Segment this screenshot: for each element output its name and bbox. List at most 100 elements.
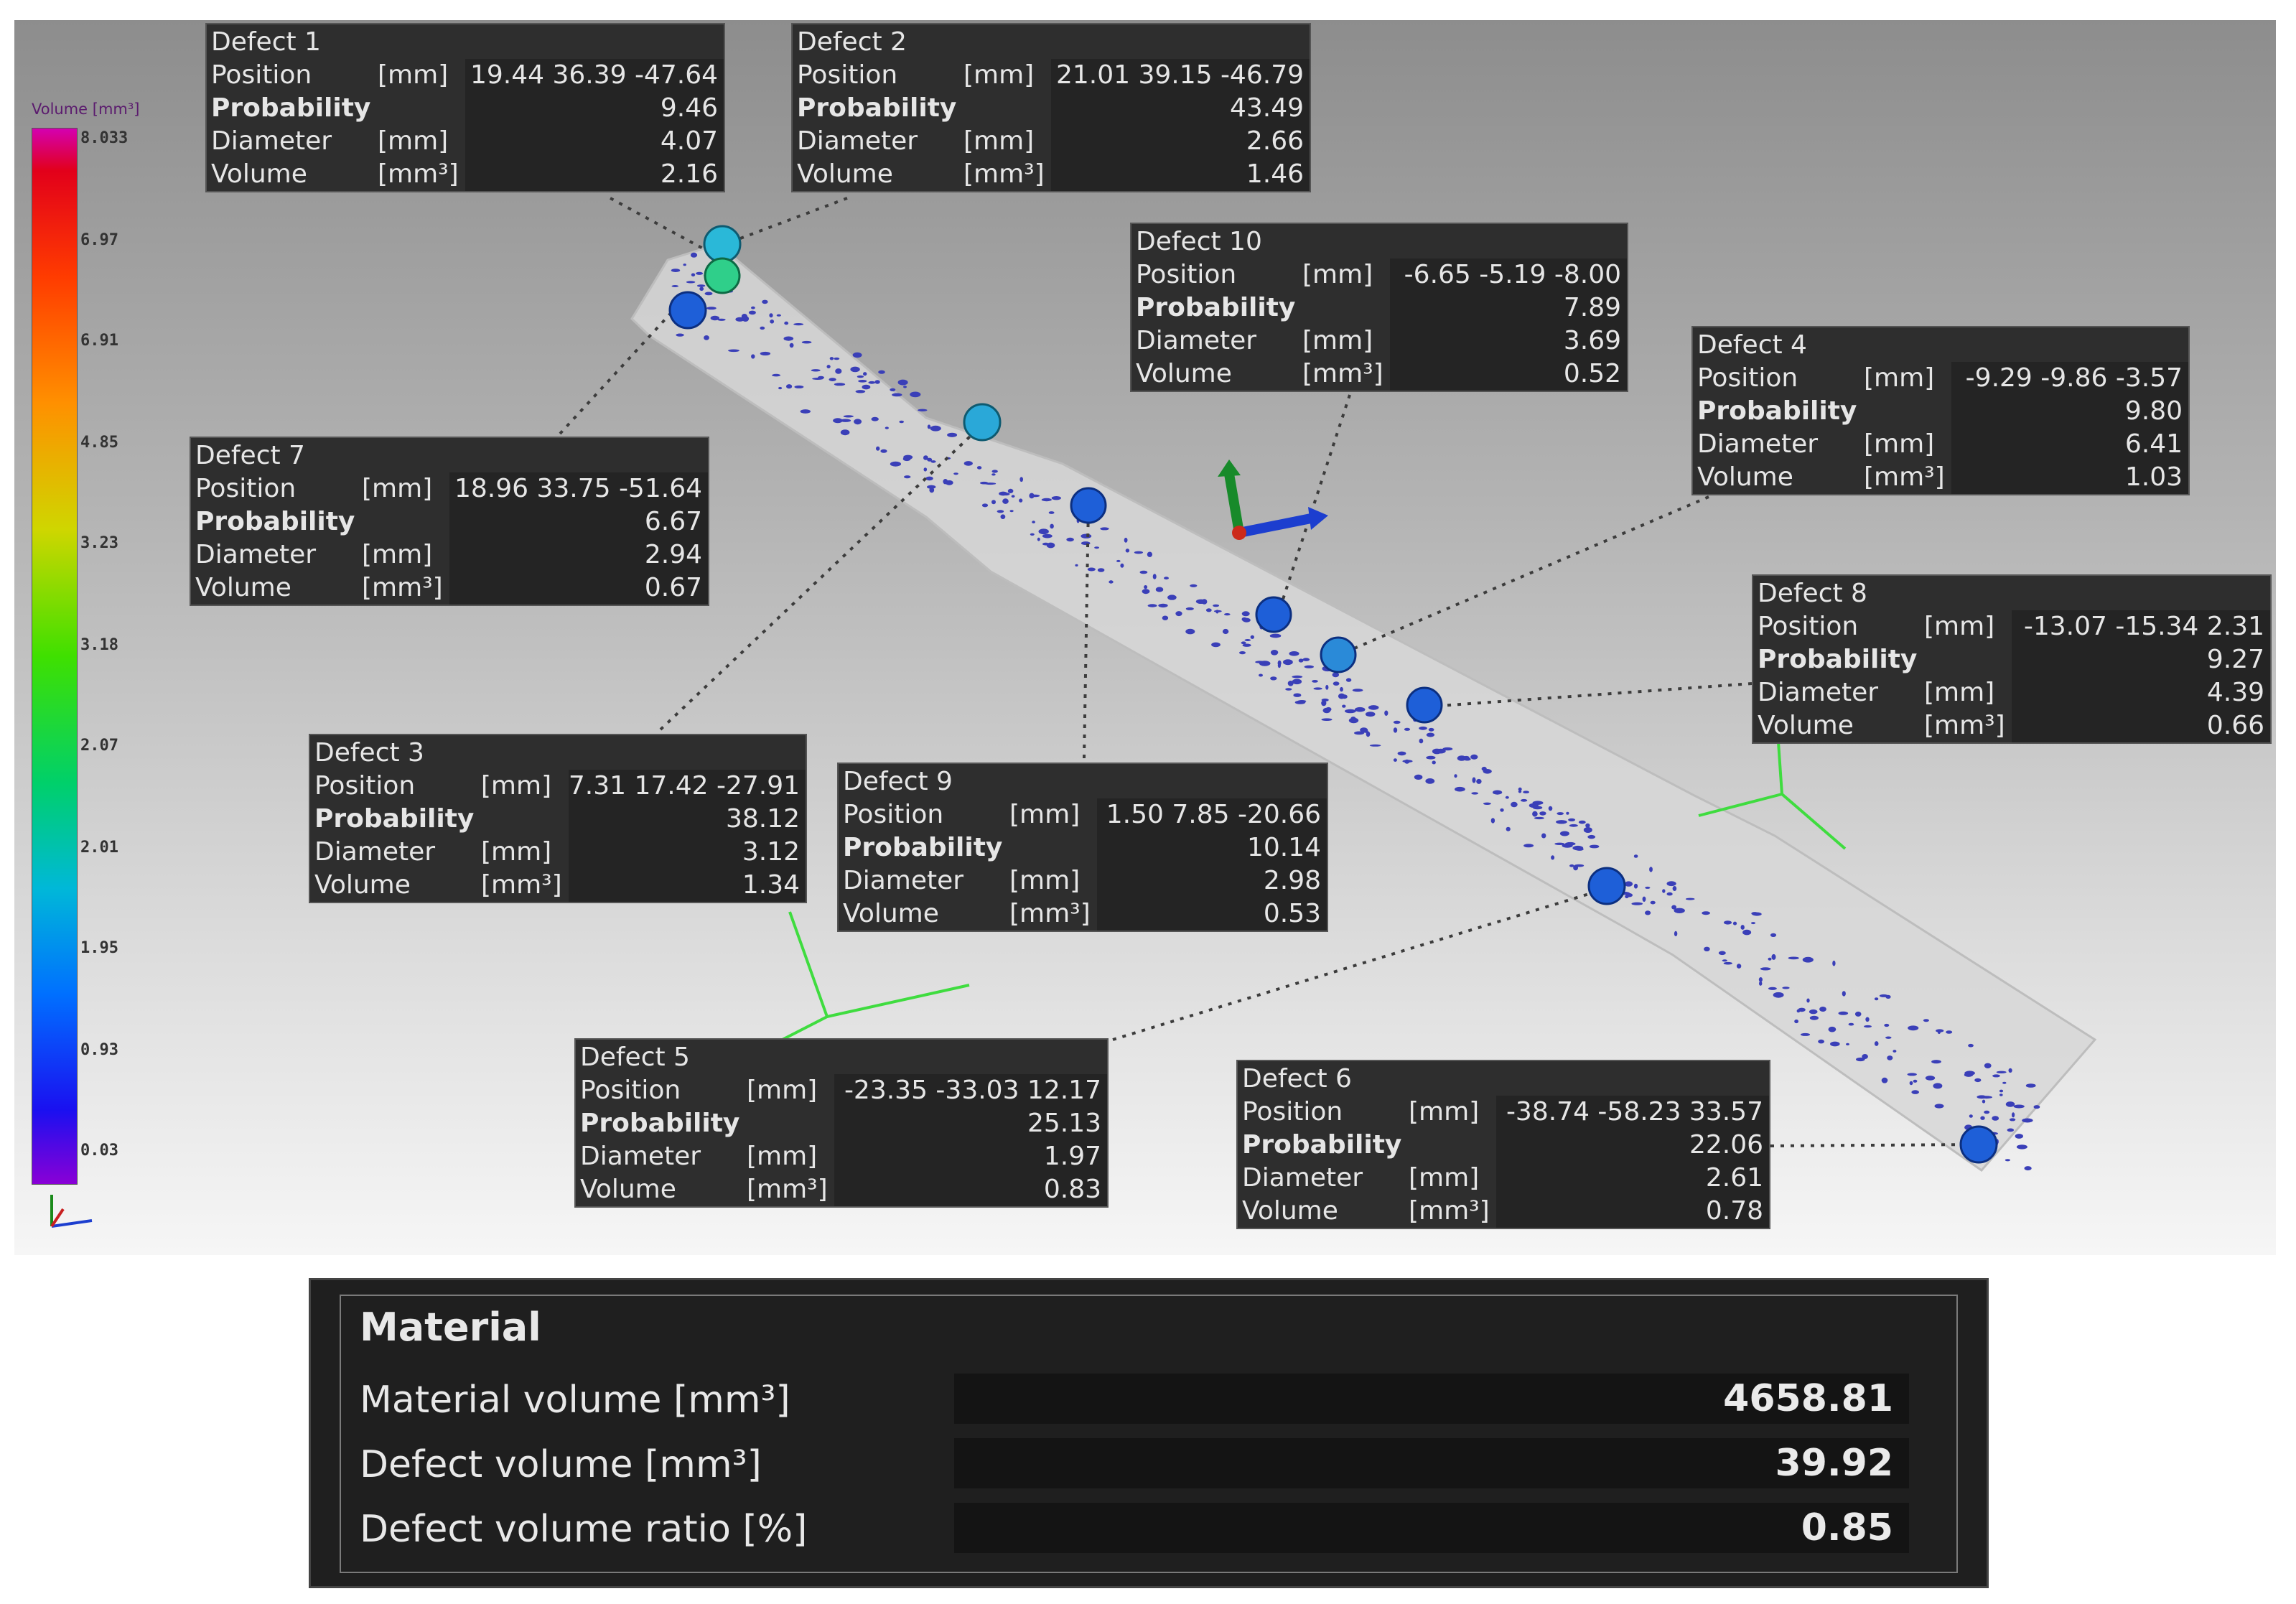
pore-mark bbox=[981, 503, 989, 508]
pore-mark bbox=[1270, 650, 1279, 656]
sphere-defect-10[interactable] bbox=[1255, 596, 1292, 633]
defect-probability-row: Probability 9.46 bbox=[207, 92, 724, 125]
diameter-value: 4.07 bbox=[465, 125, 724, 158]
sphere-defect-6[interactable] bbox=[1959, 1125, 1998, 1164]
orientation-gizmo[interactable] bbox=[1218, 460, 1328, 540]
position-unit: [mm] bbox=[480, 771, 552, 801]
defect-panel[interactable]: Defect 6 Position [mm] -38.74 -58.23 33.57 P… bbox=[1236, 1060, 1770, 1229]
pore-mark bbox=[1642, 896, 1646, 903]
pore-mark bbox=[991, 470, 998, 473]
position-label: Position bbox=[580, 1076, 681, 1105]
defect-panel[interactable]: Defect 2 Position [mm] 21.01 39.15 -46.79 Pr… bbox=[791, 23, 1311, 192]
pore-mark bbox=[762, 299, 768, 304]
sphere-defect-2[interactable] bbox=[703, 225, 742, 264]
pore-mark bbox=[1782, 987, 1790, 989]
pore-mark bbox=[1454, 774, 1457, 778]
defect-panel[interactable]: Defect 7 Position [mm] 18.96 33.75 -51.64 Pr… bbox=[190, 437, 709, 606]
defect-panel-title: Defect 2 bbox=[797, 27, 907, 57]
defect-panel[interactable]: Defect 3 Position [mm] 7.31 17.42 -27.91 Pro… bbox=[309, 734, 807, 903]
position-label: Position bbox=[1242, 1097, 1343, 1127]
pore-mark bbox=[1666, 881, 1676, 887]
position-value: 19.44 36.39 -47.64 bbox=[465, 59, 724, 92]
pore-mark bbox=[1472, 777, 1476, 783]
pore-mark bbox=[1908, 1025, 1919, 1031]
probability-label: Probability bbox=[580, 1109, 740, 1138]
pore-mark bbox=[1313, 687, 1322, 690]
pore-mark bbox=[1205, 608, 1212, 612]
defect-panel[interactable]: Defect 8 Position [mm] -13.07 -15.34 2.31 Pr… bbox=[1752, 574, 2272, 744]
pore-mark bbox=[1152, 574, 1157, 579]
sphere-defect-4[interactable] bbox=[1320, 636, 1357, 673]
pore-mark bbox=[1624, 881, 1633, 887]
pore-mark bbox=[1425, 778, 1435, 784]
defect-panel[interactable]: Defect 1 Position [mm] 19.44 36.39 -47.64 Pr… bbox=[205, 23, 725, 192]
pore-mark bbox=[923, 467, 928, 472]
volume-value: 0.78 bbox=[1496, 1195, 1769, 1228]
defect-diameter-row: Diameter [mm] 2.98 bbox=[839, 864, 1327, 897]
sphere-defect-7[interactable] bbox=[704, 257, 741, 294]
defect-position-row: Position [mm] -38.74 -58.23 33.57 bbox=[1238, 1096, 1769, 1129]
volume-value: 1.34 bbox=[569, 869, 806, 902]
pore-mark bbox=[1649, 867, 1653, 872]
pore-mark bbox=[1241, 641, 1246, 645]
pore-mark bbox=[1081, 533, 1092, 538]
defect-diameter-row: Diameter [mm] 2.94 bbox=[191, 538, 708, 572]
pore-mark bbox=[1470, 754, 1478, 760]
pore-mark bbox=[1742, 929, 1752, 936]
volume-label: Volume bbox=[1758, 711, 1854, 740]
sphere-defect-9[interactable] bbox=[1070, 487, 1107, 524]
pore-mark bbox=[1768, 957, 1772, 961]
diameter-label: Diameter bbox=[1758, 678, 1879, 707]
volume-label: Volume bbox=[580, 1175, 676, 1204]
pore-mark bbox=[1432, 748, 1442, 755]
pore-mark bbox=[1094, 546, 1099, 549]
defect-panel[interactable]: Defect 9 Position [mm] 1.50 7.85 -20.66 Prob… bbox=[837, 763, 1328, 932]
diameter-label: Diameter bbox=[1242, 1163, 1363, 1193]
pore-mark bbox=[850, 366, 860, 373]
pore-mark bbox=[1463, 755, 1470, 760]
defect-panel[interactable]: Defect 10 Position [mm] -6.65 -5.19 -8.00 Pr… bbox=[1130, 223, 1628, 392]
pore-mark bbox=[1190, 584, 1198, 587]
volume-value: 0.52 bbox=[1390, 358, 1627, 391]
leader-line-defect-6 bbox=[1770, 1143, 1975, 1147]
sphere-defect-8[interactable] bbox=[1406, 686, 1443, 724]
sphere-defect-1[interactable] bbox=[668, 291, 707, 330]
probability-value: 7.89 bbox=[1390, 292, 1627, 325]
volume-unit: [mm³] bbox=[378, 159, 459, 189]
defect-volume-row: Volume [mm³] 0.53 bbox=[839, 897, 1327, 931]
material-frame: Material Material volume [mm³] 4658.81 D… bbox=[340, 1295, 1958, 1573]
leader-line-defect-7 bbox=[559, 307, 676, 435]
diameter-unit: [mm] bbox=[362, 540, 433, 569]
pore-mark bbox=[2016, 1144, 2027, 1150]
pore-mark bbox=[751, 306, 755, 309]
pore-mark bbox=[1283, 659, 1293, 666]
pore-mark bbox=[772, 373, 781, 377]
pore-mark bbox=[880, 449, 887, 453]
defect-panel[interactable]: Defect 4 Position [mm] -9.29 -9.86 -3.57 Pro… bbox=[1691, 326, 2190, 495]
pore-mark bbox=[1404, 759, 1410, 764]
diameter-unit: [mm] bbox=[1409, 1163, 1480, 1193]
pore-mark bbox=[1909, 1081, 1913, 1086]
leader-line-defect-2 bbox=[724, 197, 848, 246]
pore-mark bbox=[1551, 855, 1555, 860]
pore-mark bbox=[1211, 642, 1221, 648]
defect-position-row: Position [mm] 21.01 39.15 -46.79 bbox=[793, 59, 1310, 92]
pore-mark bbox=[676, 333, 684, 337]
pore-mark bbox=[1342, 704, 1346, 708]
pore-mark bbox=[1557, 812, 1564, 816]
pore-mark bbox=[1222, 628, 1229, 635]
defect-probability-row: Probability 9.27 bbox=[1753, 643, 2270, 676]
pore-mark bbox=[1287, 681, 1294, 686]
pore-mark bbox=[1874, 997, 1879, 1001]
pore-mark bbox=[1819, 1007, 1826, 1012]
pore-mark bbox=[863, 372, 867, 376]
sphere-defect-3[interactable] bbox=[963, 403, 1002, 442]
position-unit: [mm] bbox=[362, 474, 433, 503]
pore-mark bbox=[1259, 673, 1263, 677]
defect-panel[interactable]: Defect 5 Position [mm] -23.35 -33.03 12.17 P… bbox=[574, 1038, 1109, 1208]
sphere-defect-5[interactable] bbox=[1587, 867, 1626, 905]
pore-mark bbox=[1019, 477, 1023, 482]
pore-mark bbox=[1704, 946, 1710, 952]
pore-mark bbox=[2007, 1128, 2015, 1132]
pore-mark bbox=[1559, 831, 1569, 836]
